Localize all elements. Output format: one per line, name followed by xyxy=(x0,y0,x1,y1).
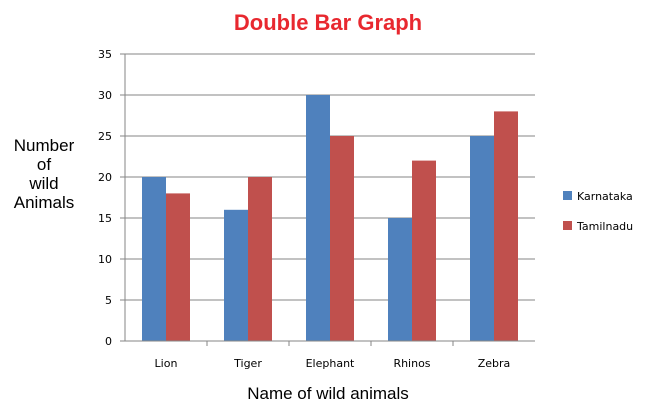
y-tick-label-0: 0 xyxy=(105,335,112,348)
y-axis-title: Number of wild Animals xyxy=(14,136,75,212)
x-category-label-rhinos: Rhinos xyxy=(393,357,430,370)
y-tick-label-35: 35 xyxy=(98,48,112,61)
y-axis-title-line-4: Animals xyxy=(14,193,74,212)
bar-tamilnadu-tiger xyxy=(248,177,272,341)
x-axis-title: Name of wild animals xyxy=(247,384,409,403)
bar-tamilnadu-lion xyxy=(166,193,190,341)
legend: Karnataka Tamilnadu xyxy=(563,190,633,233)
y-tick-label-25: 25 xyxy=(98,130,112,143)
x-category-labels: Lion Tiger Elephant Rhinos Zebra xyxy=(155,341,511,370)
y-tick-label-5: 5 xyxy=(105,294,112,307)
y-tick-label-10: 10 xyxy=(98,253,112,266)
bar-karnataka-elephant xyxy=(306,95,330,341)
x-category-label-zebra: Zebra xyxy=(478,357,511,370)
x-category-label-elephant: Elephant xyxy=(306,357,355,370)
bar-karnataka-lion xyxy=(142,177,166,341)
axes xyxy=(124,54,535,342)
bar-tamilnadu-elephant xyxy=(330,136,354,341)
legend-label-karnataka: Karnataka xyxy=(577,190,633,203)
y-tick-label-20: 20 xyxy=(98,171,112,184)
y-tick-labels: 0 5 10 15 20 25 30 35 xyxy=(98,48,125,348)
bar-karnataka-rhinos xyxy=(388,218,412,341)
y-axis-title-line-1: Number xyxy=(14,136,75,155)
bar-tamilnadu-zebra xyxy=(494,111,518,342)
x-category-label-tiger: Tiger xyxy=(233,357,262,370)
y-tick-label-30: 30 xyxy=(98,89,112,102)
bar-tamilnadu-rhinos xyxy=(412,160,436,341)
legend-swatch-tamilnadu xyxy=(563,221,572,230)
bars xyxy=(142,95,518,342)
bar-karnataka-tiger xyxy=(224,209,248,341)
legend-swatch-karnataka xyxy=(563,191,572,200)
y-axis-title-line-3: wild xyxy=(28,174,58,193)
x-category-label-lion: Lion xyxy=(155,357,178,370)
chart-title: Double Bar Graph xyxy=(234,10,422,35)
legend-label-tamilnadu: Tamilnadu xyxy=(576,220,633,233)
y-axis-title-line-2: of xyxy=(37,155,51,174)
y-tick-label-15: 15 xyxy=(98,212,112,225)
bar-karnataka-zebra xyxy=(470,136,494,341)
